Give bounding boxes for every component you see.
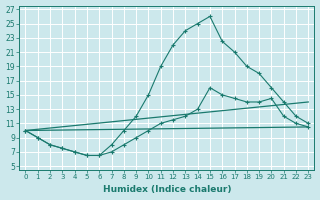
X-axis label: Humidex (Indice chaleur): Humidex (Indice chaleur) — [103, 185, 231, 194]
